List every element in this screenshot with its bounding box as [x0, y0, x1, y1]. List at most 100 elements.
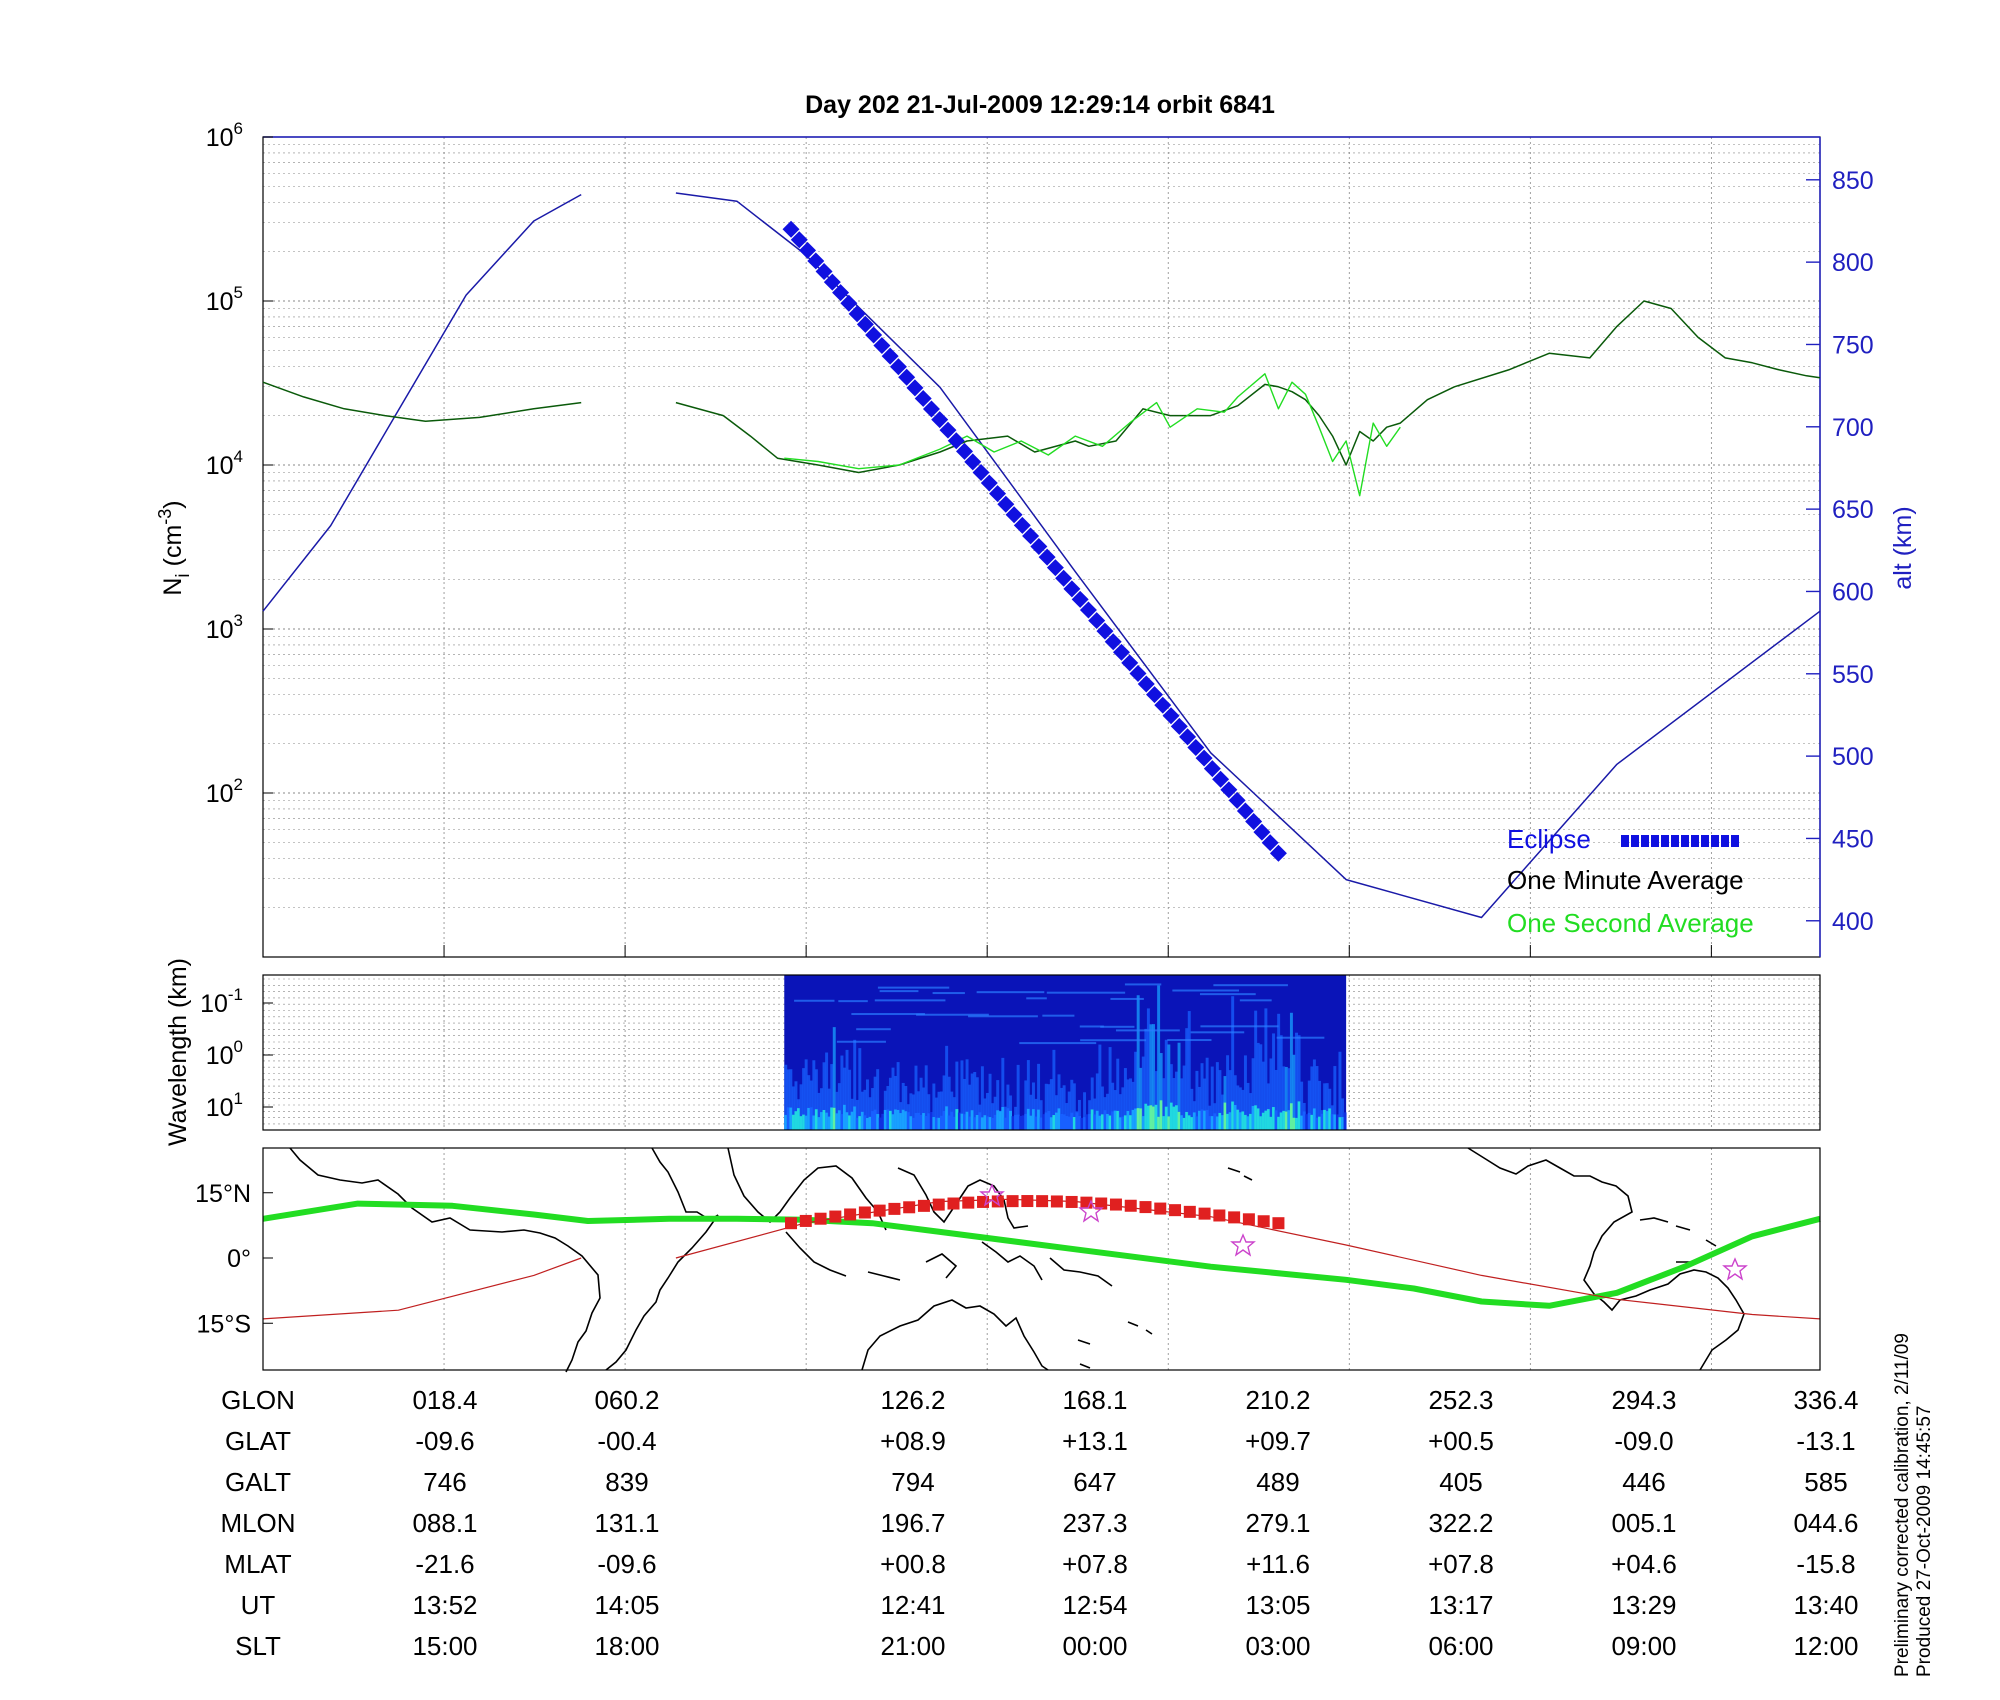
spectrogram-column — [1029, 1094, 1033, 1130]
spectrogram-column — [1141, 1056, 1145, 1130]
spectrogram-column-base — [1243, 1114, 1247, 1130]
legend-eclipse-marker — [1671, 835, 1679, 847]
spectrogram-column — [784, 1064, 788, 1130]
spectrogram-column-base — [1039, 1117, 1043, 1130]
star-marker — [1230, 1233, 1256, 1257]
eclipse-track-marker — [1021, 1195, 1034, 1208]
spectrogram-column-base — [876, 1114, 880, 1130]
spectrogram-column — [1243, 1055, 1247, 1130]
table-cell: 13:40 — [1793, 1590, 1858, 1620]
spectrogram-column-base — [934, 1117, 938, 1130]
spectrogram-column-base — [1009, 1110, 1012, 1130]
legend-eclipse-marker — [1721, 835, 1729, 847]
table-cell: 018.4 — [412, 1385, 477, 1415]
spectrogram-column — [924, 1065, 928, 1130]
eclipse-marker — [1013, 516, 1031, 534]
spectrogram-streak — [1213, 984, 1288, 987]
legend-eclipse-marker — [1681, 835, 1689, 847]
eclipse-marker — [947, 432, 965, 450]
eclipse-track-marker — [829, 1210, 842, 1223]
spectrogram-column-base — [1305, 1114, 1309, 1130]
spectrogram-column — [1113, 1090, 1117, 1130]
spectrogram-column-base — [784, 1114, 788, 1130]
spectrogram-column — [947, 1076, 951, 1130]
table-cell: 294.3 — [1611, 1385, 1676, 1415]
spectrogram-column-base — [1100, 1114, 1104, 1130]
spectrogram-streak — [1042, 1014, 1075, 1017]
spectrogram-column — [1287, 1068, 1291, 1130]
spectrogram-column-base — [1312, 1108, 1316, 1130]
spectrogram-column-base — [1177, 1111, 1181, 1130]
eclipse-marker — [964, 453, 982, 471]
spectrogram-column — [1070, 1079, 1074, 1130]
altitude-axis-label: alt (km) — [1889, 506, 1917, 589]
eclipse-marker — [1179, 728, 1197, 746]
spectrogram-column — [942, 1075, 946, 1130]
table-cell: -15.8 — [1796, 1549, 1855, 1579]
table-cell: -09.0 — [1614, 1426, 1673, 1456]
spectrogram-column-base — [1037, 1109, 1041, 1130]
spectrogram-column-base — [1203, 1110, 1207, 1130]
altitude-tick-label: 850 — [1832, 167, 1874, 195]
spectrogram-column-base — [1320, 1113, 1324, 1130]
spectrogram-column — [894, 1075, 898, 1130]
spectrogram-column-base — [1330, 1114, 1334, 1130]
eclipse-track-marker — [1213, 1209, 1226, 1222]
spectrogram-column-base — [922, 1113, 926, 1130]
legend-eclipse-marker — [1731, 835, 1739, 847]
table-cell: 13:05 — [1245, 1590, 1310, 1620]
spectrogram-column — [830, 1064, 834, 1130]
eclipse-marker — [840, 294, 858, 312]
table-cell: -09.6 — [597, 1549, 656, 1579]
spectrogram-column-base — [1318, 1116, 1321, 1130]
spectrogram-column — [960, 1060, 964, 1130]
spectrogram-column — [1031, 1082, 1035, 1130]
eclipse-marker — [873, 337, 891, 355]
spectrogram-column-base — [1052, 1115, 1056, 1130]
spectrogram-column — [919, 1077, 923, 1130]
spectrogram-column-base — [1198, 1110, 1201, 1130]
spectrogram-column — [827, 1088, 831, 1130]
spectrogram-column-base — [947, 1115, 951, 1130]
spectrogram-column — [993, 1096, 997, 1130]
spectrogram-column-base — [1141, 1116, 1145, 1130]
legend-second-label: One Second Average — [1507, 908, 1754, 938]
spectrogram-column-base — [837, 1110, 841, 1130]
spectrogram-column — [1164, 1039, 1168, 1130]
spectrogram-column-base — [858, 1116, 862, 1130]
spectrogram-column — [1136, 995, 1140, 1130]
spectrogram-tick-label: 101 — [206, 1089, 243, 1122]
spectrogram-column-base — [1251, 1105, 1255, 1130]
eclipse-marker — [989, 485, 1007, 503]
spectrogram-column — [1090, 1077, 1094, 1130]
eclipse-track-marker — [844, 1208, 857, 1221]
spectrogram-column-base — [865, 1117, 869, 1130]
eclipse-marker — [1187, 739, 1205, 756]
eclipse-marker — [980, 474, 998, 492]
spectrogram-column-base — [883, 1109, 887, 1130]
spectrogram-column-base — [1044, 1112, 1048, 1130]
spectrogram-column — [963, 1078, 966, 1130]
spectrogram-column — [848, 1069, 852, 1130]
density-axis-ticks: 102 103 104 105 106 — [206, 119, 273, 808]
table-cell: 13:29 — [1611, 1590, 1676, 1620]
legend-eclipse-marker — [1711, 835, 1719, 847]
spectrogram-column-base — [1136, 1108, 1140, 1130]
spectrogram-column-base — [932, 1117, 936, 1130]
spectrogram-column-base — [817, 1117, 821, 1130]
spectrogram-column — [932, 1083, 936, 1130]
spectrogram-column — [1325, 1083, 1329, 1130]
spectrogram-column — [952, 1097, 956, 1130]
spectrogram-column — [1095, 1073, 1099, 1130]
spectrogram-column-base — [1047, 1110, 1051, 1130]
spectrogram-column-base — [848, 1115, 852, 1130]
spectrogram-column-base — [1113, 1110, 1117, 1130]
series-one-second-average — [784, 373, 1401, 497]
spectrogram-column-base — [1310, 1114, 1314, 1130]
spectrogram-column-base — [988, 1117, 992, 1130]
spectrogram-column — [876, 1069, 880, 1130]
eclipse-track-marker — [962, 1196, 975, 1209]
spectrogram-column — [1126, 1079, 1130, 1130]
legend-eclipse-marker — [1621, 835, 1629, 847]
spectrogram-column-base — [1090, 1109, 1094, 1130]
